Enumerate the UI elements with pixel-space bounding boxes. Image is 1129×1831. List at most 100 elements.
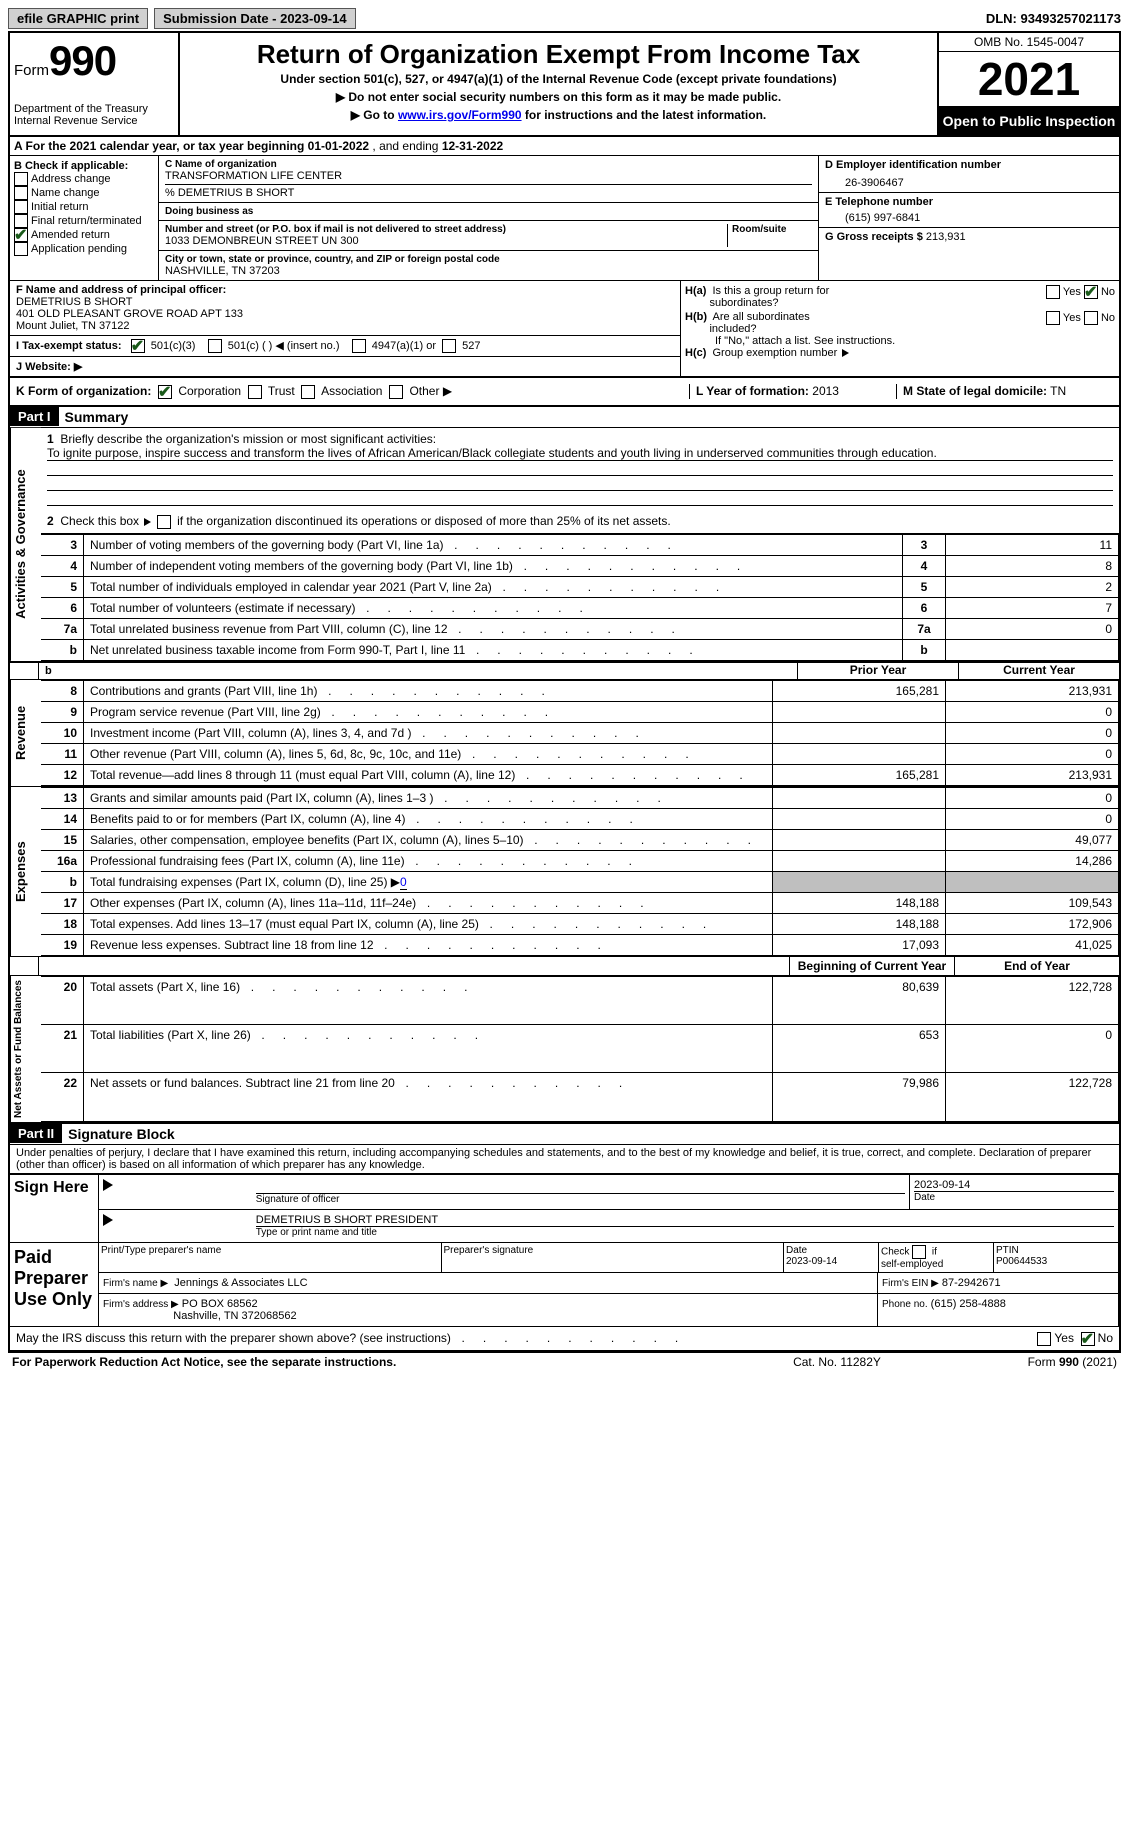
row-a-tax-year: A For the 2021 calendar year, or tax yea… [10,137,1119,156]
chk-app-pending[interactable] [14,242,28,256]
arrow-icon [103,1179,113,1191]
ag-table: 3 Number of voting members of the govern… [41,534,1119,661]
chk-amended-return[interactable] [14,228,28,242]
chk-ha-yes[interactable] [1046,285,1060,299]
expenses-section: Expenses 13 Grants and similar amounts p… [10,787,1119,957]
phone-label: E Telephone number [825,196,1113,208]
ha-yes: Yes [1063,286,1081,298]
chk-trust[interactable] [248,385,262,399]
lbl-amended-return: Amended return [31,229,110,241]
chk-discuss-yes[interactable] [1037,1332,1051,1346]
form-word: Form [14,62,49,79]
dba-label: Doing business as [165,206,812,217]
col-b-label: B Check if applicable: [14,160,154,172]
irs-link[interactable]: www.irs.gov/Form990 [398,108,522,122]
arrow-icon-2 [103,1214,113,1226]
open-to-public: Open to Public Inspection [939,107,1119,135]
opt-assoc: Association [321,384,382,398]
section-b-c-d: B Check if applicable: Address change Na… [10,156,1119,281]
city-label: City or town, state or province, country… [165,254,812,265]
part2-header: Part II Signature Block [10,1124,1119,1145]
ptin-label: PTIN [996,1245,1019,1256]
rowa-mid: , and ending [372,139,441,153]
summary-row: 14 Benefits paid to or for members (Part… [41,808,1119,829]
summary-row: 16a Professional fundraising fees (Part … [41,850,1119,871]
note2-post: for instructions and the latest informat… [522,108,767,122]
chk-discuss-no[interactable] [1081,1332,1095,1346]
col-begin: Beginning of Current Year [789,957,954,975]
dln: DLN: 93493257021173 [986,11,1121,26]
summary-row: 6 Total number of volunteers (estimate i… [41,597,1119,618]
opt-trust: Trust [268,384,295,398]
mission-text: To ignite purpose, inspire success and t… [47,446,1113,461]
officer-printed-name: DEMETRIUS B SHORT PRESIDENT [256,1214,1114,1227]
prep-name-label: Print/Type preparer's name [101,1245,439,1256]
gross-value: 213,931 [926,231,966,243]
chk-self-employed[interactable] [912,1245,926,1259]
opt-corp: Corporation [178,384,241,398]
vlabel-na: Net Assets or Fund Balances [10,976,41,1122]
signature-table: Sign Here Signature of officer 2023-09-1… [10,1174,1119,1327]
mission-label: Briefly describe the organization's miss… [60,432,436,446]
hb-no: No [1101,312,1115,324]
tax-status-label: I Tax-exempt status: [16,340,122,352]
chk-address-change[interactable] [14,172,28,186]
firm-addr2: Nashville, TN 372068562 [173,1310,296,1322]
website-label: J Website: ▶ [16,361,82,373]
chk-501c3[interactable] [131,339,145,353]
vlabel-rev: Revenue [10,680,41,786]
year-formation-label: L Year of formation: [696,384,809,398]
chk-hb-yes[interactable] [1046,311,1060,325]
chk-4947[interactable] [352,339,366,353]
care-of: % DEMETRIUS B SHORT [165,187,812,199]
form-990-number: 990 [49,37,116,84]
chk-corp[interactable] [158,385,172,399]
summary-row: 15 Salaries, other compensation, employe… [41,829,1119,850]
officer-name: DEMETRIUS B SHORT [16,296,133,308]
part2-title: Signature Block [62,1124,181,1144]
lbl-address-change: Address change [31,173,111,185]
form-org-label: K Form of organization: [16,384,151,398]
part1-label: Part I [10,407,59,426]
chk-initial-return[interactable] [14,200,28,214]
form-note2: ▶ Go to www.irs.gov/Form990 for instruct… [184,108,933,122]
opt-501c: 501(c) ( ) ◀ (insert no.) [228,340,340,352]
chk-assoc[interactable] [301,385,315,399]
top-toolbar: efile GRAPHIC print Submission Date - 20… [8,8,1121,29]
city-value: NASHVILLE, TN 37203 [165,265,812,277]
form-title: Return of Organization Exempt From Incom… [184,39,933,70]
summary-row: 11 Other revenue (Part VIII, column (A),… [41,743,1119,764]
chk-name-change[interactable] [14,186,28,200]
summary-row: 22 Net assets or fund balances. Subtract… [41,1073,1119,1121]
page-footer: For Paperwork Reduction Act Notice, see … [8,1352,1121,1371]
chk-hb-no[interactable] [1084,311,1098,325]
firm-ein: 87-2942671 [942,1277,1001,1289]
efile-print-button[interactable]: efile GRAPHIC print [8,8,148,29]
col-current: Current Year [958,663,1119,679]
chk-discontinued[interactable] [157,515,171,529]
tax-year: 2021 [939,52,1119,107]
gross-label: G Gross receipts $ [825,231,923,243]
type-name-label: Type or print name and title [256,1227,1114,1238]
omb-number: OMB No. 1545-0047 [939,33,1119,52]
officer-addr2: Mount Juliet, TN 37122 [16,320,130,332]
form-container: Form990 Department of the Treasury Inter… [8,31,1121,1352]
lbl-initial-return: Initial return [31,201,88,213]
part1-header: Part I Summary [10,407,1119,428]
firm-name-label: Firm's name ▶ [103,1278,168,1289]
phone-value: (615) 997-6841 [825,208,1113,224]
vlabel-exp: Expenses [10,787,41,956]
chk-other[interactable] [389,385,403,399]
revenue-section: Revenue 8 Contributions and grants (Part… [10,680,1119,787]
summary-row: 18 Total expenses. Add lines 13–17 (must… [41,913,1119,934]
summary-row: 7a Total unrelated business revenue from… [41,618,1119,639]
opt-other: Other ▶ [409,384,452,398]
chk-527[interactable] [442,339,456,353]
officer-addr1: 401 OLD PLEASANT GROVE ROAD APT 133 [16,308,243,320]
part2-label: Part II [10,1124,62,1143]
rowa-pre: A For the 2021 calendar year, or tax yea… [14,139,308,153]
chk-ha-no[interactable] [1084,285,1098,299]
summary-row: 17 Other expenses (Part IX, column (A), … [41,892,1119,913]
street-label: Number and street (or P.O. box if mail i… [165,224,723,235]
chk-501c[interactable] [208,339,222,353]
